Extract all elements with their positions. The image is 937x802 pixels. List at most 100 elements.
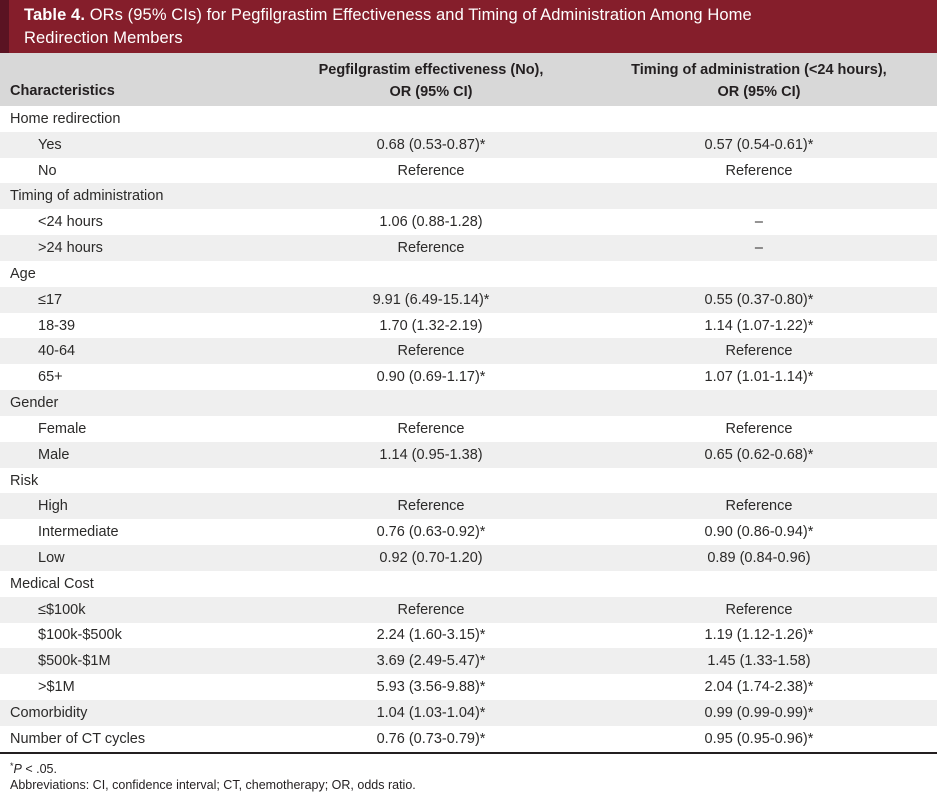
timing-cell: Reference: [725, 420, 793, 437]
effectiveness-cell: 0.92 (0.70-1.20): [379, 549, 483, 566]
table-row: 18-39 1.70 (1.32-2.19) 1.14 (1.07-1.22)*: [0, 313, 937, 339]
timing-cell: Reference: [725, 498, 793, 515]
timing-cell: Reference: [725, 601, 793, 618]
row-label: Risk: [10, 472, 39, 489]
table-row: ≤$100k Reference Reference: [0, 596, 937, 623]
table-row: Gender: [0, 390, 937, 416]
table-row: High Reference Reference: [0, 493, 937, 520]
significance-threshold: < .05.: [21, 761, 57, 776]
table-row: Medical Cost: [0, 571, 937, 597]
row-label: Comorbidity: [10, 704, 88, 721]
table-row: Intermediate 0.76 (0.63-0.92)* 0.90 (0.8…: [0, 519, 937, 545]
row-label: Gender: [10, 395, 59, 412]
table-row: $500k-$1M 3.69 (2.49-5.47)* 1.45 (1.33-1…: [0, 648, 937, 675]
timing-cell: 0.65 (0.62-0.68)*: [704, 446, 814, 463]
timing-cell: –: [754, 214, 763, 231]
column-header-effectiveness: Pegfilgrastim effectiveness (No), OR (95…: [281, 57, 581, 103]
column-header-timing: Timing of administration (<24 hours), OR…: [581, 57, 937, 103]
timing-cell: 1.14 (1.07-1.22)*: [704, 317, 814, 334]
row-label: 65+: [38, 369, 63, 386]
table-row: Risk: [0, 468, 937, 494]
timing-cell: 0.57 (0.54-0.61)*: [704, 136, 814, 153]
row-label: $500k-$1M: [38, 653, 111, 670]
table-body: Home redirection Yes 0.68 (0.53-0.87)* 0…: [0, 106, 937, 752]
table-title-line1: Table 4. ORs (95% CIs) for Pegfilgrastim…: [24, 6, 752, 24]
row-label: 40-64: [38, 343, 76, 360]
row-label: Age: [10, 265, 36, 282]
effectiveness-cell: Reference: [397, 420, 465, 437]
row-label: Male: [38, 446, 70, 463]
row-label: Medical Cost: [10, 575, 94, 592]
timing-cell: 1.07 (1.01-1.14)*: [704, 369, 814, 386]
significance-asterisk: *: [10, 760, 14, 771]
table-row: Number of CT cycles 0.76 (0.73-0.79)* 0.…: [0, 726, 937, 752]
row-label: Female: [38, 420, 87, 437]
timing-cell: –: [754, 240, 763, 257]
timing-cell: 0.55 (0.37-0.80)*: [704, 291, 814, 308]
effectiveness-cell: Reference: [397, 240, 465, 257]
effectiveness-cell: 1.14 (0.95-1.38): [379, 446, 483, 463]
table-row: <24 hours 1.06 (0.88-1.28) –: [0, 209, 937, 235]
table-row: No Reference Reference: [0, 158, 937, 184]
timing-cell: 0.99 (0.99-0.99)*: [704, 704, 814, 721]
abbreviations-footnote: Abbreviations: CI, confidence interval; …: [10, 778, 416, 793]
significance-footnote: *P < .05.: [10, 758, 937, 778]
row-label: No: [38, 162, 57, 179]
column-header-effectiveness-line1: Pegfilgrastim effectiveness (No),: [318, 61, 544, 78]
table-row: Yes 0.68 (0.53-0.87)* 0.57 (0.54-0.61)*: [0, 131, 937, 158]
effectiveness-cell: 3.69 (2.49-5.47)*: [376, 653, 486, 670]
row-label: Intermediate: [38, 524, 119, 541]
timing-cell: 0.95 (0.95-0.96)*: [704, 730, 814, 747]
timing-cell: 0.89 (0.84-0.96): [707, 549, 811, 566]
table-row: 65+ 0.90 (0.69-1.17)* 1.07 (1.01-1.14)*: [0, 364, 937, 390]
timing-cell: Reference: [725, 343, 793, 360]
table-row: >24 hours Reference –: [0, 235, 937, 261]
table-row: Home redirection: [0, 106, 937, 132]
column-header-timing-line1: Timing of administration (<24 hours),: [631, 61, 887, 78]
row-label: <24 hours: [38, 214, 103, 231]
row-label: Timing of administration: [10, 188, 164, 205]
table-row: ≤17 9.91 (6.49-15.14)* 0.55 (0.37-0.80)*: [0, 286, 937, 313]
significance-p: P: [13, 761, 22, 776]
effectiveness-cell: 2.24 (1.60-3.15)*: [376, 627, 486, 644]
effectiveness-cell: 0.68 (0.53-0.87)*: [376, 136, 486, 153]
column-header-effectiveness-line2: OR (95% CI): [389, 83, 473, 100]
table-title: Table 4. ORs (95% CIs) for Pegfilgrastim…: [0, 0, 937, 50]
row-label: Low: [38, 549, 65, 566]
effectiveness-cell: 0.90 (0.69-1.17)*: [376, 369, 486, 386]
timing-cell: 0.90 (0.86-0.94)*: [704, 524, 814, 541]
row-label: Number of CT cycles: [10, 730, 146, 747]
effectiveness-cell: Reference: [397, 162, 465, 179]
effectiveness-cell: Reference: [397, 498, 465, 515]
row-label: High: [38, 498, 68, 515]
table-row: Female Reference Reference: [0, 416, 937, 442]
timing-cell: 1.45 (1.33-1.58): [707, 653, 811, 670]
row-label: Yes: [38, 136, 62, 153]
effectiveness-cell: 0.76 (0.73-0.79)*: [376, 730, 486, 747]
row-label: ≤17: [38, 291, 63, 308]
column-header-row: Characteristics Pegfilgrastim effectiven…: [0, 53, 937, 106]
table-row: Age: [0, 261, 937, 287]
timing-cell: Reference: [725, 162, 793, 179]
timing-cell: 2.04 (1.74-2.38)*: [704, 679, 814, 696]
row-label: >24 hours: [38, 240, 103, 257]
row-label: ≤$100k: [38, 601, 86, 618]
table-number: Table 4.: [24, 6, 86, 24]
effectiveness-cell: 1.70 (1.32-2.19): [379, 317, 483, 334]
row-label: Home redirection: [10, 110, 121, 127]
title-bar-accent-strip: [0, 0, 9, 53]
table-row: Comorbidity 1.04 (1.03-1.04)* 0.99 (0.99…: [0, 700, 937, 726]
table-row: Timing of administration: [0, 183, 937, 210]
row-label: $100k-$500k: [38, 627, 122, 644]
table-title-text: ORs (95% CIs) for Pegfilgrastim Effectiv…: [85, 6, 752, 24]
row-label: >$1M: [38, 679, 75, 696]
row-label: 18-39: [38, 317, 76, 334]
table-row: 40-64 Reference Reference: [0, 338, 937, 365]
column-header-characteristics: Characteristics: [10, 83, 115, 99]
table-row: Male 1.14 (0.95-1.38) 0.65 (0.62-0.68)*: [0, 441, 937, 468]
table-row: Low 0.92 (0.70-1.20) 0.89 (0.84-0.96): [0, 545, 937, 571]
column-header-timing-line2: OR (95% CI): [717, 83, 801, 100]
effectiveness-cell: 0.76 (0.63-0.92)*: [376, 524, 486, 541]
effectiveness-cell: 5.93 (3.56-9.88)*: [376, 679, 486, 696]
